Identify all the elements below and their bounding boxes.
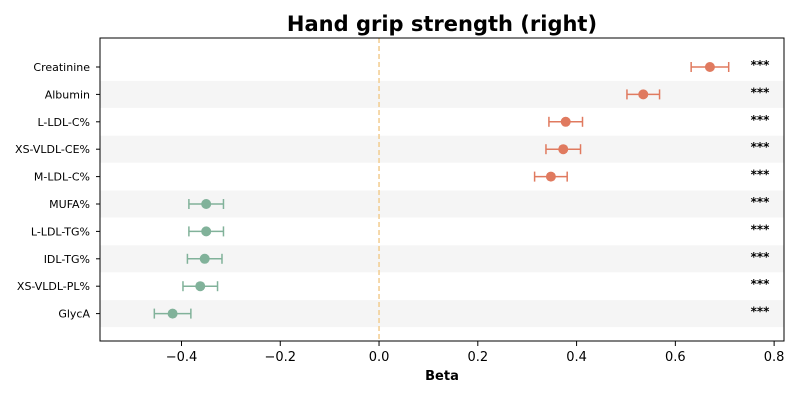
row-label: IDL-TG% (44, 253, 90, 266)
beta-point (195, 281, 206, 292)
forest-row: XS-VLDL-PL% *** (17, 277, 770, 293)
x-axis: −0.4 −0.2 0.0 0.2 0.4 0.6 0.8 (166, 341, 785, 365)
significance-label: *** (751, 168, 771, 182)
chart-title: Hand grip strength (right) (287, 12, 597, 36)
x-tick-label: 0.6 (665, 350, 686, 365)
significance-label: *** (751, 277, 771, 291)
forest-row: M-LDL-C% *** (34, 168, 770, 184)
row-label: M-LDL-C% (34, 171, 90, 184)
row-label: L-LDL-TG% (31, 225, 90, 238)
data-rows: Creatinine ***Albumin ***L-LDL-C% ***XS-VLD… (15, 58, 770, 321)
x-tick-label: 0.4 (566, 350, 587, 365)
beta-point (545, 171, 556, 182)
forest-row: Creatinine *** (33, 58, 770, 74)
row-label: Creatinine (33, 61, 90, 74)
row-label: XS-VLDL-CE% (15, 143, 90, 156)
beta-point (201, 226, 212, 237)
significance-label: *** (751, 58, 771, 72)
x-tick-label: −0.2 (264, 350, 296, 365)
significance-label: *** (751, 250, 771, 264)
row-bands (100, 80, 784, 328)
beta-point (704, 62, 715, 72)
row-label: MUFA% (49, 198, 90, 211)
beta-point (167, 308, 178, 319)
forest-row: Albumin *** (45, 85, 770, 101)
beta-point (560, 116, 571, 127)
x-axis-label: Beta (425, 369, 459, 384)
significance-label: *** (751, 222, 771, 236)
forest-row: MUFA% *** (49, 195, 770, 211)
row-band (100, 135, 784, 163)
beta-point (558, 144, 569, 155)
beta-point (201, 199, 212, 209)
significance-label: *** (751, 195, 771, 209)
row-label: GlycA (58, 308, 90, 321)
forest-row: L-LDL-C% *** (37, 113, 770, 129)
forest-row: XS-VLDL-CE% *** (15, 140, 770, 156)
forest-row: L-LDL-TG% *** (31, 222, 770, 238)
x-tick-label: 0.2 (467, 350, 488, 365)
significance-label: *** (751, 113, 771, 127)
row-label: Albumin (45, 88, 90, 101)
x-tick-label: 0.0 (369, 350, 390, 365)
beta-point (199, 253, 210, 264)
row-band (100, 300, 784, 328)
beta-point (638, 89, 649, 100)
row-band (100, 80, 784, 108)
x-tick-label: 0.8 (764, 350, 785, 365)
forest-row: GlycA *** (58, 305, 770, 321)
plot-frame (99, 37, 785, 342)
significance-label: *** (751, 305, 771, 319)
forest-row: IDL-TG% *** (44, 250, 770, 266)
row-label: L-LDL-C% (37, 116, 90, 129)
x-tick-label: −0.4 (166, 350, 198, 365)
significance-label: *** (751, 140, 771, 154)
row-label: XS-VLDL-PL% (17, 280, 90, 293)
significance-label: *** (751, 85, 771, 99)
